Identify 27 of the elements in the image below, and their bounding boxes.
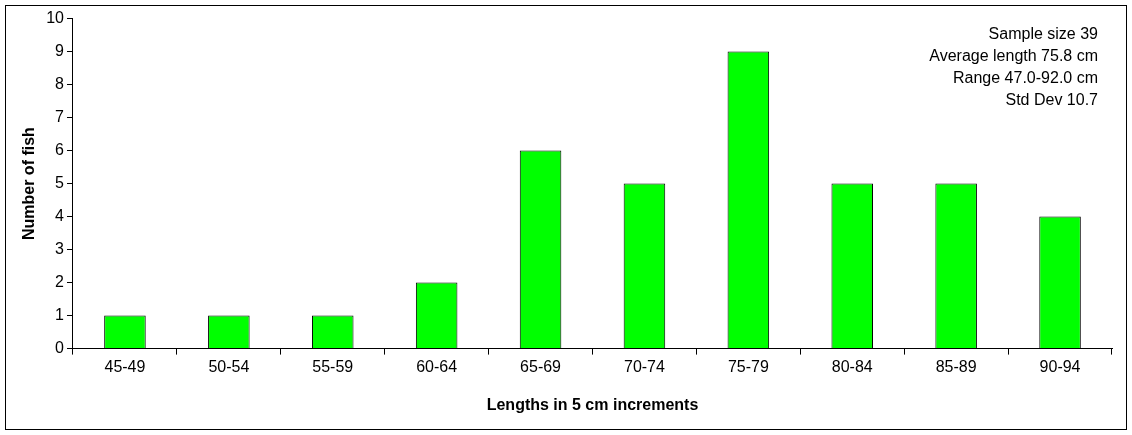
annotation: Sample size 39	[988, 25, 1099, 43]
y-tick-label: 10	[46, 9, 65, 27]
x-tick-label: 80-84	[831, 357, 873, 375]
y-axis-title: Number of fish	[20, 127, 38, 241]
y-tick-label: 7	[55, 108, 65, 126]
y-tick-label: 2	[55, 273, 65, 291]
x-tick-label: 50-54	[208, 357, 250, 375]
annotation: Range 47.0-92.0 cm	[953, 69, 1098, 87]
x-tick-label: 90-94	[1039, 357, 1081, 375]
y-tick-label: 9	[55, 42, 65, 60]
y-tick-label: 0	[55, 339, 65, 357]
x-tick-label: 65-69	[520, 357, 562, 375]
x-tick-label: 85-89	[935, 357, 977, 375]
y-tick-label: 5	[55, 174, 65, 192]
annotation: Std Dev 10.7	[1005, 91, 1099, 109]
x-axis-title: Lengths in 5 cm increments	[486, 395, 699, 413]
y-tick-label: 1	[55, 306, 65, 324]
y-tick-label: 8	[55, 75, 65, 93]
y-tick-label: 3	[55, 240, 65, 258]
x-tick-label: 60-64	[416, 357, 458, 375]
annotation: Average length 75.8 cm	[929, 47, 1098, 65]
x-tick-label: 70-74	[623, 357, 666, 375]
x-tick-label: 75-79	[727, 357, 769, 375]
x-tick-label: 45-49	[104, 357, 146, 375]
y-tick-label: 6	[55, 141, 65, 159]
y-tick-label: 4	[55, 207, 65, 225]
x-tick-label: 55-59	[312, 357, 354, 375]
